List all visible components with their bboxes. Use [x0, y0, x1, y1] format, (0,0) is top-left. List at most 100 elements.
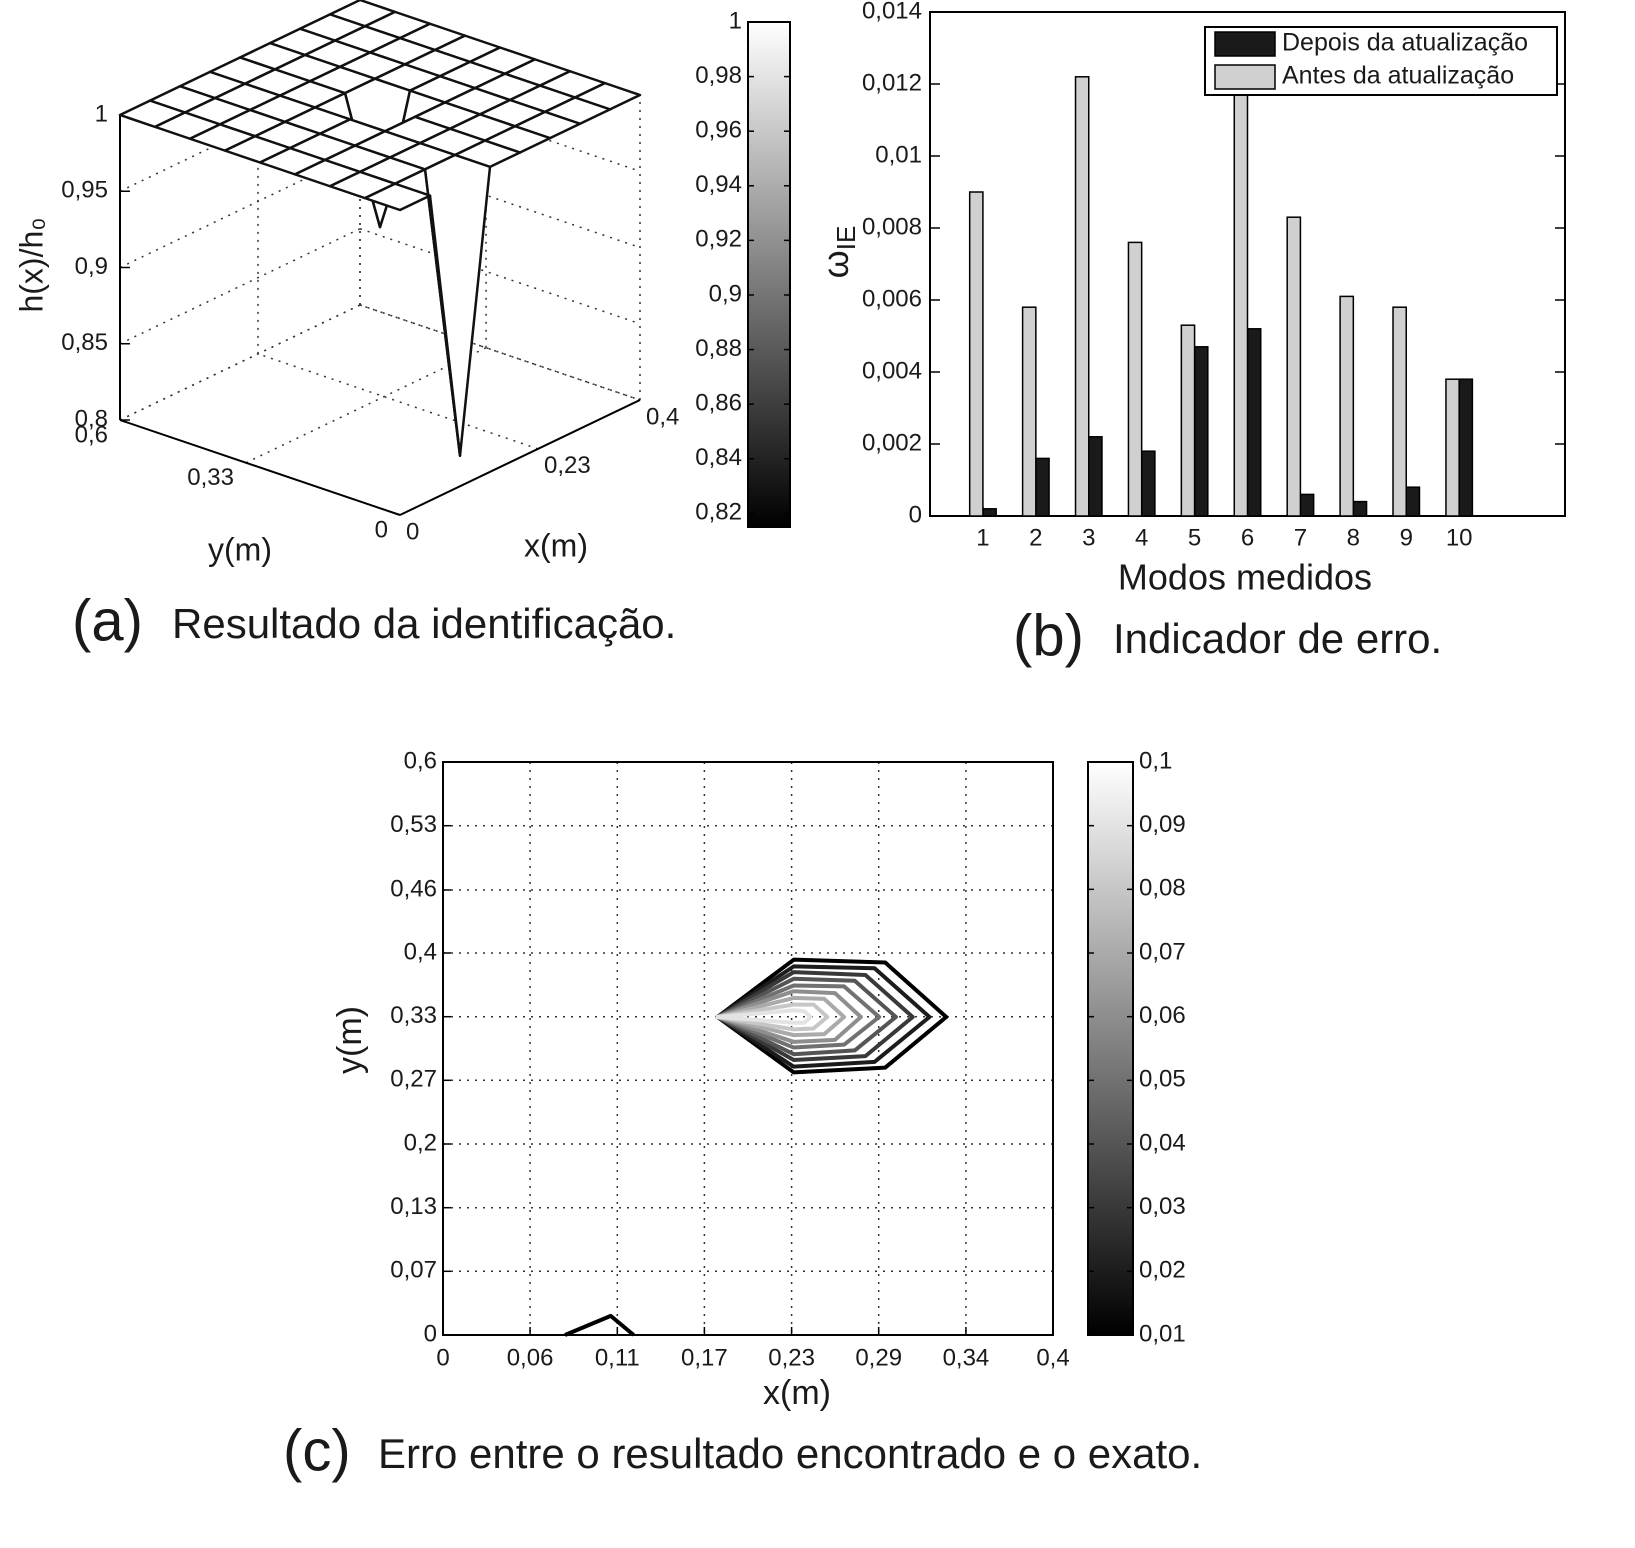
- x-tick-label: 0: [406, 518, 419, 545]
- grid-line: [359, 228, 641, 325]
- grid-line: [359, 304, 641, 401]
- bar: [1392, 306, 1408, 517]
- bar: [1339, 295, 1355, 517]
- bar: [1140, 450, 1156, 517]
- panel-tag: (b): [1013, 603, 1084, 668]
- x-tick-label: 0,11: [595, 1344, 640, 1371]
- y-tick-label: 0,2: [404, 1129, 437, 1156]
- x-axis-label: x(m): [763, 1374, 831, 1412]
- x-tick-label: 0,34: [943, 1344, 990, 1371]
- legend-label: Antes da atualização: [1282, 62, 1514, 90]
- colorbar: [747, 21, 791, 528]
- y-tick-label: 0: [375, 516, 388, 543]
- contour-line: [715, 976, 898, 1057]
- colorbar-label: 0,07: [1139, 938, 1186, 965]
- contour-line: [715, 989, 863, 1044]
- x-tick-label: 0,4: [646, 403, 679, 430]
- y-tick-label: 0,6: [404, 747, 437, 774]
- x-tick-label: 0,23: [768, 1344, 815, 1371]
- bar: [1299, 493, 1315, 517]
- colorbar-label: 0,88: [695, 335, 742, 362]
- colorbar-label: 0,9: [709, 280, 742, 307]
- y-tick-label: 0,13: [390, 1193, 437, 1220]
- contour-line: [715, 1008, 813, 1025]
- bar: [1074, 76, 1090, 517]
- contour-line: [564, 1313, 635, 1337]
- y-tick-label: 0,4: [404, 938, 437, 965]
- colorbar-label: 0,08: [1139, 875, 1186, 902]
- colorbar-label: 0,1: [1139, 747, 1172, 774]
- colorbar-label: 0,94: [695, 171, 742, 198]
- x-tick-label: 5: [1188, 524, 1201, 551]
- colorbar-label: 0,03: [1139, 1193, 1186, 1220]
- x-tick-label: 2: [1029, 524, 1042, 551]
- x-axis-label: Modos medidos: [1118, 557, 1372, 598]
- colorbar: [1087, 761, 1134, 1336]
- x-tick-label: 0: [436, 1344, 449, 1371]
- z-tick-label: 0,9: [75, 253, 108, 280]
- y-axis: [119, 419, 401, 516]
- bar: [1233, 83, 1249, 517]
- panel-caption: Erro entre o resultado encontrado e o ex…: [378, 1430, 1202, 1477]
- y-axis-label: y(m): [331, 1006, 369, 1074]
- x-tick-label: 1: [976, 524, 989, 551]
- contour-line: [715, 970, 915, 1062]
- x-tick-label: 10: [1446, 524, 1473, 551]
- y-tick-label: 0,07: [390, 1257, 437, 1284]
- surface-cell: [363, 182, 432, 212]
- bar: [1180, 324, 1196, 517]
- colorbar-label: 0,96: [695, 117, 742, 144]
- y-axis-label-main: ω: [815, 250, 856, 278]
- y-tick-label: 0,33: [390, 1002, 437, 1029]
- grid-line: [119, 304, 361, 421]
- bar: [1035, 457, 1050, 517]
- x-tick-label: 0,17: [681, 1344, 728, 1371]
- colorbar-label: 0,04: [1139, 1129, 1186, 1156]
- legend-swatch: [1214, 31, 1276, 57]
- y-axis-label: y(m): [208, 531, 272, 567]
- x-tick-label: 8: [1347, 524, 1360, 551]
- panel-tag: (a): [72, 588, 143, 653]
- z-tick-label: 0,8: [75, 405, 108, 432]
- y-tick-label: 0,27: [390, 1066, 437, 1093]
- bar: [1445, 378, 1460, 517]
- x-tick-label: 4: [1135, 524, 1148, 551]
- x-tick-label: 3: [1082, 524, 1095, 551]
- y-tick-label: 0,01: [875, 141, 922, 168]
- y-tick-label: 0,014: [862, 0, 922, 24]
- y-axis-label: ωIE: [815, 226, 861, 279]
- y-axis-label-sub: IE: [831, 226, 861, 251]
- colorbar-label: 0,84: [695, 444, 742, 471]
- surface-cell: [423, 153, 492, 457]
- y-tick-label: 0,004: [862, 357, 922, 384]
- contour-line: [715, 964, 932, 1069]
- z-tick-label: 1: [95, 100, 108, 127]
- colorbar-label: 0,06: [1139, 1002, 1186, 1029]
- z-axis-label: h(x)/h₀: [13, 217, 49, 312]
- plot-border: [442, 761, 1054, 1336]
- contour-line: [715, 995, 847, 1038]
- colorbar-label: 1: [729, 7, 742, 34]
- bar: [1193, 346, 1209, 517]
- colorbar-label: 0,82: [695, 499, 742, 526]
- y-tick-label: 0,46: [390, 875, 437, 902]
- y-tick-label: 0,008: [862, 213, 922, 240]
- x-tick-label: 9: [1400, 524, 1413, 551]
- bar: [1286, 216, 1302, 517]
- bar: [1458, 378, 1474, 517]
- bar: [1405, 486, 1421, 517]
- grid-line: [257, 353, 539, 450]
- contour-line: [715, 1002, 830, 1032]
- colorbar-label: 0,05: [1139, 1066, 1186, 1093]
- x-tick-label: 0,06: [507, 1344, 554, 1371]
- y-tick-label: 0: [424, 1320, 437, 1347]
- x-axis-label: x(m): [524, 527, 588, 563]
- x-tick-label: 0,29: [855, 1344, 902, 1371]
- bar: [1352, 500, 1368, 517]
- x-axis: [399, 399, 641, 516]
- bar: [1021, 306, 1037, 517]
- y-tick-label: 0,012: [862, 69, 922, 96]
- z-tick-label: 0,95: [61, 177, 108, 204]
- x-tick-label: 0,4: [1036, 1344, 1069, 1371]
